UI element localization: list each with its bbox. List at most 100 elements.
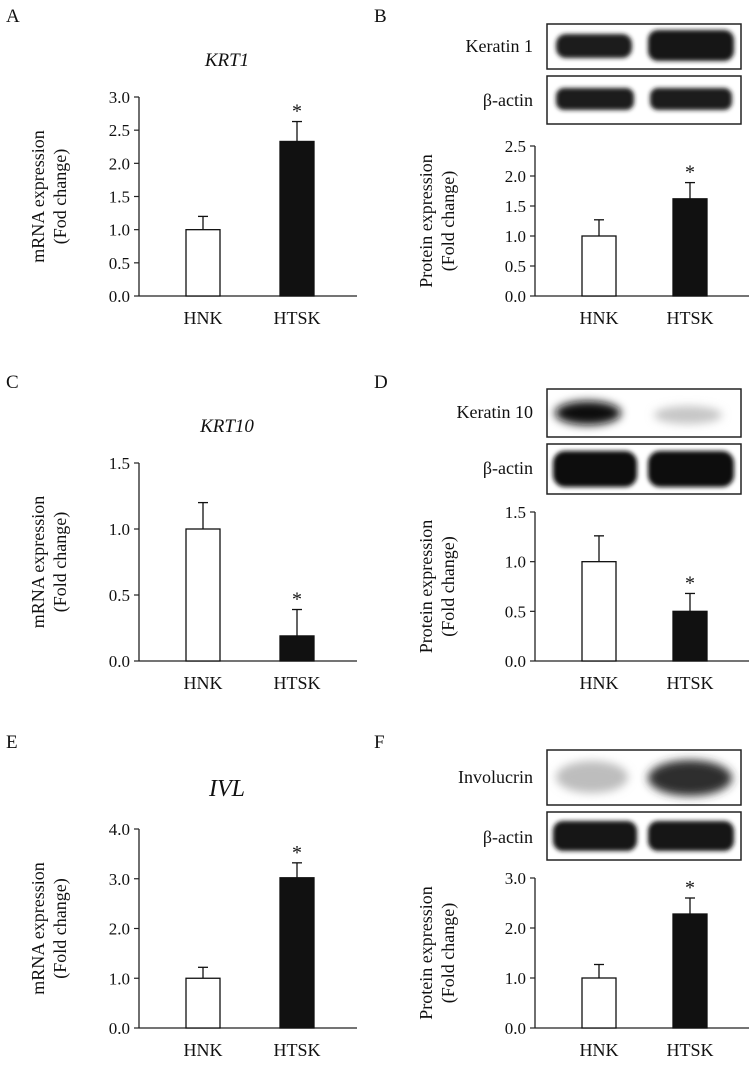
panel-letter-b: B: [374, 6, 387, 27]
x-category-label: HTSK: [273, 1040, 320, 1060]
x-category-label: HNK: [184, 1040, 223, 1060]
y-tick-label: 1.5: [109, 188, 130, 207]
blot-band-hnk: [556, 88, 634, 110]
y-axis-label: mRNA expression: [28, 130, 48, 263]
y-tick-label: 0.0: [109, 1019, 130, 1038]
y-tick-label: 1.5: [505, 503, 526, 522]
y-tick-label: 0.0: [505, 1019, 526, 1038]
bar-htsk: [672, 610, 708, 662]
western-blot-involucrin: Involucrin β-actin: [458, 749, 742, 861]
significance-marker: *: [685, 877, 695, 899]
bar-chart-krt10-mrna: 0.0 0.5 1.0 1.5 mRNA expression (Fold change)…: [28, 454, 357, 693]
x-category-label: HTSK: [273, 308, 320, 328]
x-category-label: HNK: [184, 673, 223, 693]
bar-htsk: [279, 635, 315, 662]
y-tick-label: 0.0: [505, 287, 526, 306]
y-tick-label: 4.0: [109, 820, 130, 839]
y-axis-label: (Fold change): [50, 878, 71, 978]
y-tick-label: 2.0: [109, 920, 130, 939]
y-axis-label: (Fold change): [50, 512, 71, 612]
bar-chart-krt1-mrna: 0.0 0.5 1.0 1.5 2.0 2.5 3.0 mRNA expression (Fod…: [28, 88, 357, 328]
panel-letter-c: C: [6, 372, 19, 393]
bar-chart-ivl-mrna: 0.0 1.0 2.0 3.0 4.0 mRNA expression (Fold chan…: [28, 820, 357, 1060]
x-category-label: HNK: [580, 673, 619, 693]
bar-hnk: [581, 561, 617, 662]
chart-title-ivl: IVL: [208, 776, 245, 802]
blot-band-htsk: [648, 760, 732, 796]
blot-bands-control: [556, 88, 732, 110]
bar-hnk: [185, 229, 221, 297]
y-axis-label: (Fod change): [50, 149, 71, 244]
y-axis-label: mRNA expression: [28, 862, 48, 995]
blot-target-label: Keratin 1: [466, 36, 533, 56]
y-axis-label: Protein expression: [416, 154, 436, 287]
y-tick-label: 1.0: [109, 520, 130, 539]
x-category-label: HTSK: [666, 673, 713, 693]
blot-band-hnk: [555, 401, 621, 425]
x-category-label: HNK: [580, 1040, 619, 1060]
y-axis-label: Protein expression: [416, 886, 436, 1019]
y-tick-label: 2.0: [109, 154, 130, 173]
chart-title-krt1: KRT1: [204, 50, 249, 71]
y-tick-label: 3.0: [505, 869, 526, 888]
x-category-label: HTSK: [273, 673, 320, 693]
blot-target-label: Keratin 10: [457, 402, 533, 422]
blot-target-label: Involucrin: [458, 767, 533, 787]
y-tick-label: 0.5: [109, 254, 130, 273]
bar-chart-keratin-1-protein: 0.0 0.5 1.0 1.5 2.0 2.5 Protein expression (Fol…: [416, 137, 749, 328]
y-axis-label: mRNA expression: [28, 496, 48, 629]
y-tick-label: 0.0: [505, 652, 526, 671]
x-category-label: HTSK: [666, 308, 713, 328]
y-tick-label: 0.5: [505, 602, 526, 621]
y-tick-label: 1.5: [109, 454, 130, 473]
blot-band-hnk: [556, 761, 628, 793]
blot-band-htsk: [654, 406, 722, 424]
x-category-label: HTSK: [666, 1040, 713, 1060]
y-tick-label: 0.5: [109, 586, 130, 605]
x-category-label: HNK: [580, 308, 619, 328]
bar-hnk: [185, 528, 221, 662]
blot-band-htsk: [648, 30, 734, 61]
y-tick-label: 0.0: [109, 652, 130, 671]
bar-htsk: [279, 877, 315, 1029]
y-tick-label: 1.0: [505, 553, 526, 572]
bar-chart-keratin-10-protein: 0.0 0.5 1.0 1.5 Protein expression (Fold chan…: [416, 503, 749, 693]
significance-marker: *: [685, 162, 695, 184]
y-tick-label: 0.0: [109, 287, 130, 306]
blot-band-htsk: [648, 451, 734, 487]
y-axis-label: (Fold change): [438, 536, 459, 636]
y-tick-label: 0.5: [505, 257, 526, 276]
y-axis-label: (Fold change): [438, 171, 459, 271]
bar-hnk: [581, 977, 617, 1029]
y-tick-label: 3.0: [109, 88, 130, 107]
y-tick-label: 1.0: [109, 969, 130, 988]
y-tick-label: 1.0: [109, 221, 130, 240]
significance-marker: *: [685, 572, 695, 594]
y-tick-label: 1.0: [505, 969, 526, 988]
panel-letter-d: D: [374, 372, 388, 393]
blot-band-htsk: [648, 821, 734, 851]
blot-band-hnk: [553, 451, 637, 487]
western-blot-keratin-1: Keratin 1 β-actin: [466, 23, 742, 125]
blot-band-hnk: [556, 34, 632, 58]
bar-htsk: [279, 140, 315, 297]
bar-hnk: [581, 235, 617, 297]
blot-band-htsk: [650, 88, 732, 110]
y-tick-label: 2.0: [505, 919, 526, 938]
blot-control-label: β-actin: [483, 90, 533, 110]
blot-bands-target: [556, 30, 734, 61]
chart-title-krt10: KRT10: [199, 416, 254, 437]
panel-letter-a: A: [6, 6, 20, 27]
significance-marker: *: [292, 589, 302, 611]
significance-marker: *: [292, 101, 302, 123]
y-tick-label: 3.0: [109, 870, 130, 889]
y-axis-label: Protein expression: [416, 520, 436, 653]
bar-hnk: [185, 977, 221, 1029]
y-tick-label: 2.5: [505, 137, 526, 156]
blot-bands-target: [556, 760, 732, 796]
blot-band-hnk: [553, 821, 637, 851]
blot-bands-target: [555, 401, 722, 425]
panel-letter-f: F: [374, 732, 385, 753]
y-tick-label: 2.5: [109, 121, 130, 140]
